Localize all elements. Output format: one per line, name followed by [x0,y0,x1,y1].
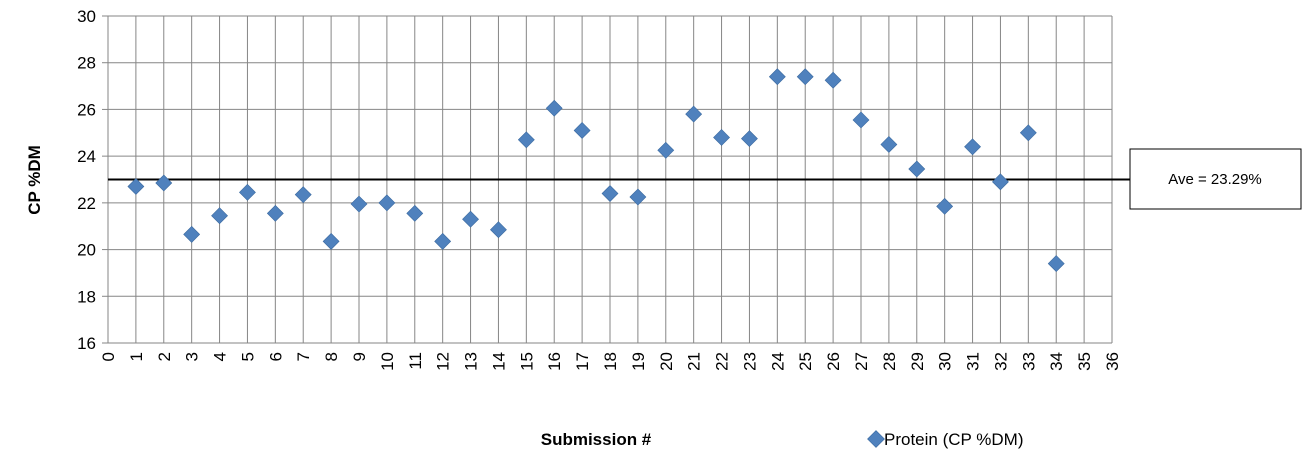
x-tick-label: 4 [211,352,230,361]
x-tick-label: 1 [127,352,146,361]
x-tick-label: 8 [322,352,341,361]
x-tick-label: 24 [768,352,787,371]
x-tick-label: 28 [880,352,899,371]
x-tick-label: 27 [852,352,871,371]
data-point [713,129,730,146]
x-tick-label: 2 [155,352,174,361]
y-tick-label: 22 [77,194,96,213]
y-tick-label: 28 [77,54,96,73]
x-tick-label: 18 [601,352,620,371]
x-tick-label: 10 [378,352,397,371]
data-point [378,194,396,212]
data-point [573,122,591,139]
legend-label: Protein (CP %DM) [884,430,1024,449]
data-point [908,160,926,178]
x-tick-label: 12 [434,352,453,371]
x-tick-label: 25 [796,352,815,371]
x-tick-label: 15 [517,352,536,371]
data-point [350,195,368,213]
data-point [1047,255,1065,273]
y-tick-label: 26 [77,100,96,119]
y-tick-label: 24 [77,147,96,166]
x-tick-label: 29 [908,352,927,371]
x-tick-label: 3 [183,352,202,361]
data-point [211,207,228,225]
x-tick-label: 34 [1047,352,1066,371]
data-point [992,173,1009,191]
x-tick-label: 30 [936,352,955,371]
x-tick-label: 23 [740,352,759,371]
x-tick-label: 36 [1103,352,1122,371]
data-points [127,68,1065,273]
x-tick-label: 32 [991,352,1010,371]
x-tick-label: 0 [99,352,118,361]
x-tick-label: 11 [406,352,425,370]
data-point [294,186,312,204]
data-point [155,174,173,192]
average-annotation-box [1129,148,1302,210]
data-point [183,225,201,243]
legend-marker-icon [867,430,885,448]
data-point [545,99,563,117]
data-point [266,204,284,222]
x-tick-label: 20 [657,352,676,371]
x-tick-label: 35 [1075,352,1094,371]
x-tick-label: 6 [266,352,285,361]
data-point [741,130,758,148]
x-tick-label: 7 [294,352,313,361]
data-point [796,68,814,86]
x-tick-label: 26 [824,352,843,371]
y-tick-label: 16 [77,334,96,353]
data-point [685,105,703,123]
data-point [964,138,981,156]
y-tick-label: 18 [77,287,96,306]
data-point [601,185,619,202]
y-tick-label: 20 [77,241,96,260]
x-tick-label: 22 [713,352,732,371]
y-tick-label: 30 [77,7,96,26]
data-point [852,111,870,129]
x-tick-label: 19 [629,352,648,371]
average-annotation: Ave = 23.29% [1129,148,1302,210]
x-tick-label: 14 [489,352,508,371]
x-tick-labels: 0 1 2 3 4 5 6 7 8 9 10 11 12 13 14 15 16 17 18 19 20 21 22 23 24… [99,352,1122,371]
x-tick-label: 17 [573,352,592,371]
data-point [1019,124,1037,142]
data-point [629,188,647,206]
data-point [657,141,675,159]
data-point [462,210,479,228]
data-point [880,136,898,153]
x-tick-label: 16 [545,352,564,371]
data-point [322,232,340,250]
x-tick-label: 33 [1019,352,1038,371]
data-point [936,197,954,215]
data-point [406,204,424,222]
x-tick-label: 13 [462,352,481,371]
y-axis-title: CP %DM [25,145,44,215]
x-tick-label: 5 [238,352,257,361]
data-point [490,221,507,239]
x-tick-label: 31 [964,352,983,371]
x-axis-title: Submission # [541,430,652,449]
data-point [127,178,145,195]
data-point [824,71,842,89]
data-point [239,183,256,201]
y-tick-labels: 16 18 20 22 24 26 28 30 [77,7,96,353]
legend: Protein (CP %DM) [867,430,1024,449]
x-tick-label: 9 [350,352,369,361]
x-tick-label: 21 [685,352,704,371]
data-point [768,68,786,86]
data-point [434,232,452,250]
data-point [517,131,535,149]
average-annotation-label: Ave = 23.29% [1168,171,1262,188]
